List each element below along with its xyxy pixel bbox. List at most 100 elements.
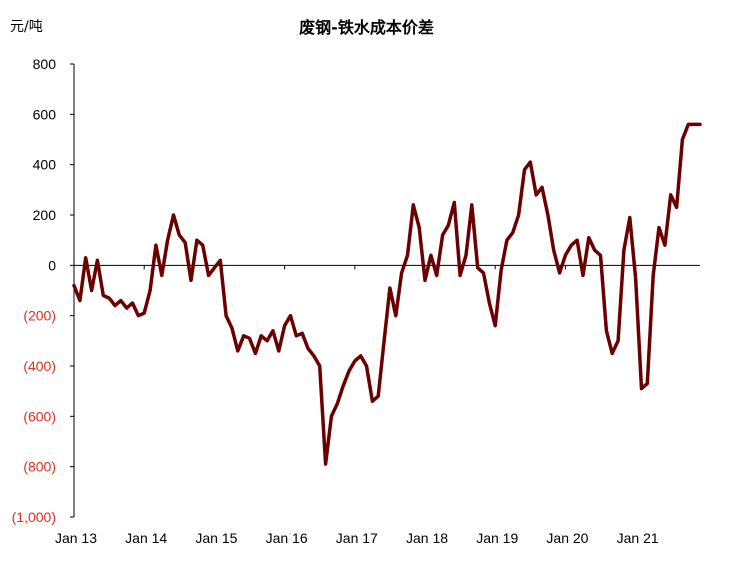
data-point bbox=[564, 253, 567, 257]
y-tick-label: (1,000) bbox=[12, 509, 56, 525]
data-point bbox=[511, 231, 515, 235]
data-point bbox=[101, 294, 105, 297]
data-point bbox=[172, 213, 175, 217]
data-point bbox=[575, 238, 579, 242]
data-point bbox=[517, 213, 520, 217]
data-point bbox=[166, 238, 170, 242]
data-point bbox=[429, 253, 433, 257]
data-point bbox=[599, 253, 602, 257]
data-point bbox=[365, 364, 368, 368]
data-point bbox=[616, 339, 620, 343]
x-tick-label: Jan 14 bbox=[125, 530, 167, 546]
data-point bbox=[78, 299, 82, 302]
data-point bbox=[546, 213, 550, 217]
data-point bbox=[605, 329, 608, 333]
data-point bbox=[534, 193, 538, 197]
data-point bbox=[417, 226, 421, 230]
data-point bbox=[347, 369, 351, 373]
data-point bbox=[113, 304, 117, 307]
y-tick-label: 200 bbox=[33, 207, 57, 223]
data-point bbox=[441, 233, 444, 237]
data-point bbox=[131, 301, 134, 305]
data-point bbox=[552, 248, 556, 252]
data-point bbox=[312, 354, 316, 358]
data-point bbox=[400, 271, 403, 275]
x-tick-label: Jan 16 bbox=[266, 530, 308, 546]
data-point bbox=[464, 253, 468, 257]
data-point bbox=[581, 274, 585, 277]
x-tick-label: Jan 21 bbox=[617, 530, 659, 546]
data-point bbox=[137, 314, 140, 318]
data-point bbox=[84, 256, 88, 260]
data-point bbox=[388, 286, 392, 290]
data-point bbox=[482, 271, 485, 275]
data-point bbox=[593, 248, 597, 252]
data-point bbox=[125, 306, 129, 310]
data-point bbox=[294, 334, 298, 338]
y-tick-label: (600) bbox=[23, 408, 56, 424]
data-point bbox=[587, 236, 591, 240]
data-point bbox=[523, 168, 526, 172]
data-point bbox=[376, 394, 380, 398]
data-point bbox=[330, 414, 333, 418]
data-point bbox=[470, 203, 474, 207]
data-point bbox=[458, 274, 462, 277]
y-tick-label: (400) bbox=[23, 358, 56, 374]
data-point bbox=[452, 201, 456, 204]
data-point bbox=[72, 284, 76, 287]
x-tick-label: Jan 13 bbox=[55, 530, 97, 546]
data-point bbox=[663, 243, 667, 247]
data-point bbox=[488, 301, 491, 305]
data-point bbox=[493, 324, 497, 328]
data-point bbox=[341, 384, 345, 388]
data-point bbox=[675, 206, 678, 209]
y-tick-label: (800) bbox=[23, 459, 56, 475]
data-point bbox=[189, 279, 193, 282]
data-point bbox=[154, 243, 158, 247]
data-point bbox=[382, 339, 386, 343]
data-point bbox=[160, 274, 164, 277]
data-point bbox=[207, 274, 211, 277]
data-point bbox=[686, 123, 690, 126]
data-point bbox=[353, 359, 357, 363]
data-point bbox=[96, 258, 99, 262]
data-point bbox=[213, 266, 216, 270]
data-point bbox=[423, 279, 427, 282]
data-point bbox=[435, 274, 439, 277]
data-point bbox=[505, 238, 509, 242]
y-axis-unit-label: 元/吨 bbox=[10, 19, 43, 35]
y-tick-label: 0 bbox=[48, 257, 56, 273]
data-point bbox=[300, 331, 304, 335]
data-point bbox=[622, 248, 626, 252]
data-point bbox=[119, 299, 123, 302]
y-tick-label: 400 bbox=[33, 157, 57, 173]
data-point bbox=[692, 123, 696, 126]
data-point bbox=[289, 314, 292, 318]
data-point bbox=[610, 352, 614, 355]
x-tick-label: Jan 19 bbox=[476, 530, 518, 546]
data-point bbox=[651, 274, 655, 277]
data-point bbox=[236, 349, 240, 353]
data-point bbox=[528, 160, 532, 164]
data-point bbox=[254, 352, 257, 355]
x-tick-label: Jan 18 bbox=[406, 530, 448, 546]
data-point bbox=[569, 243, 573, 247]
x-tick-label: Jan 15 bbox=[195, 530, 237, 546]
x-tick-label: Jan 17 bbox=[336, 530, 378, 546]
data-point bbox=[540, 185, 544, 189]
data-point bbox=[698, 123, 702, 126]
data-point bbox=[218, 258, 222, 262]
data-point bbox=[324, 462, 327, 466]
data-point bbox=[148, 289, 152, 292]
data-point bbox=[447, 223, 450, 227]
data-point bbox=[476, 266, 480, 270]
data-point bbox=[177, 233, 181, 237]
data-point bbox=[499, 269, 503, 272]
data-point bbox=[224, 314, 228, 318]
data-point bbox=[411, 203, 415, 207]
data-point bbox=[318, 364, 322, 368]
data-point bbox=[371, 399, 374, 403]
data-point bbox=[628, 216, 632, 219]
